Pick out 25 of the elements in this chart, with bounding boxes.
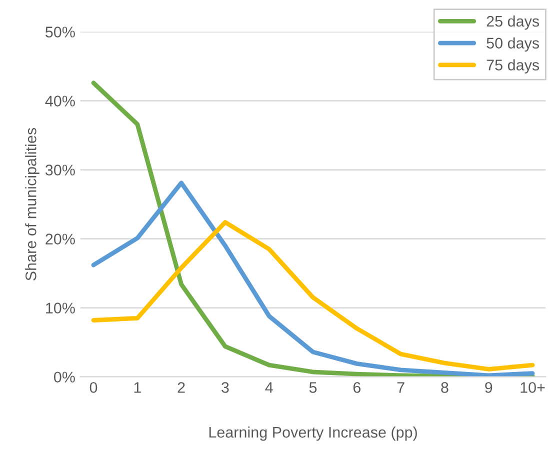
y-tick-label: 20%: [46, 234, 75, 244]
x-tick-label: 2: [178, 382, 185, 393]
legend-label: 75 days: [486, 59, 540, 74]
x-tick-label: 8: [441, 382, 448, 393]
y-axis-title: Share of municipalities: [25, 128, 40, 280]
line-series: [91, 180, 535, 377]
x-tick-label: 7: [397, 382, 404, 393]
y-tick-label: 50%: [46, 26, 75, 38]
x-tick-label: 0: [90, 382, 98, 393]
legend-label: 25 days: [486, 15, 540, 30]
y-tick-label: 40%: [45, 96, 75, 106]
y-tick-label: 10%: [46, 302, 75, 314]
x-tick-label: 1: [134, 382, 141, 393]
x-axis-title: Learning Poverty Increase (pp): [209, 426, 417, 441]
x-tick-label: 4: [265, 382, 273, 393]
y-tick-label: 30%: [45, 164, 75, 176]
line-series: [91, 220, 535, 372]
x-tick-label: 9: [485, 382, 492, 393]
x-tick-label: 6: [353, 382, 360, 393]
line-series: [91, 80, 535, 377]
x-tick-label: 3: [222, 382, 229, 393]
y-tick-label: 0%: [54, 372, 75, 383]
x-tick-label: 10+: [520, 382, 545, 393]
x-tick-label: 5: [309, 382, 317, 393]
legend-label: 50 days: [486, 37, 540, 52]
